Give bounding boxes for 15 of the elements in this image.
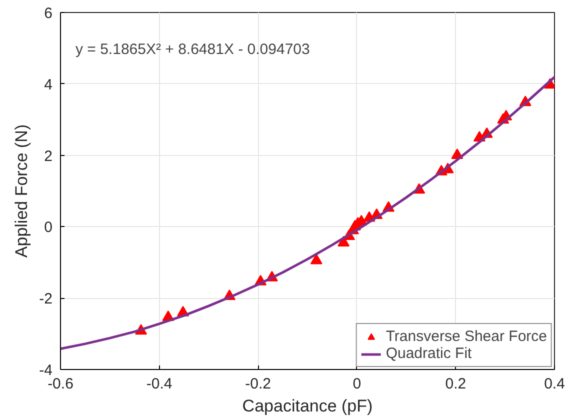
x-tick-label: 0 (352, 376, 362, 392)
y-axis-title: Applied Force (N) (12, 124, 32, 258)
x-tick-label: 0.4 (544, 376, 565, 392)
y-tick-label: 0 (44, 219, 52, 236)
x-tick-label: -0.2 (245, 376, 272, 392)
legend-label: Transverse Shear Force (386, 328, 547, 345)
x-tick-label: 0.2 (445, 376, 466, 392)
legend-label: Quadratic Fit (386, 345, 472, 362)
y-tick-label: 2 (44, 148, 52, 165)
x-tick-label: -0.4 (146, 376, 172, 392)
y-tick-label: 6 (44, 5, 52, 22)
y-tick-label: -2 (39, 290, 53, 308)
y-tick-label: 4 (44, 76, 52, 94)
x-axis-title: Capacitance (pF) (242, 396, 373, 416)
annotation: y = 5.1865X² + 8.6481X - 0.094703 (76, 41, 310, 58)
